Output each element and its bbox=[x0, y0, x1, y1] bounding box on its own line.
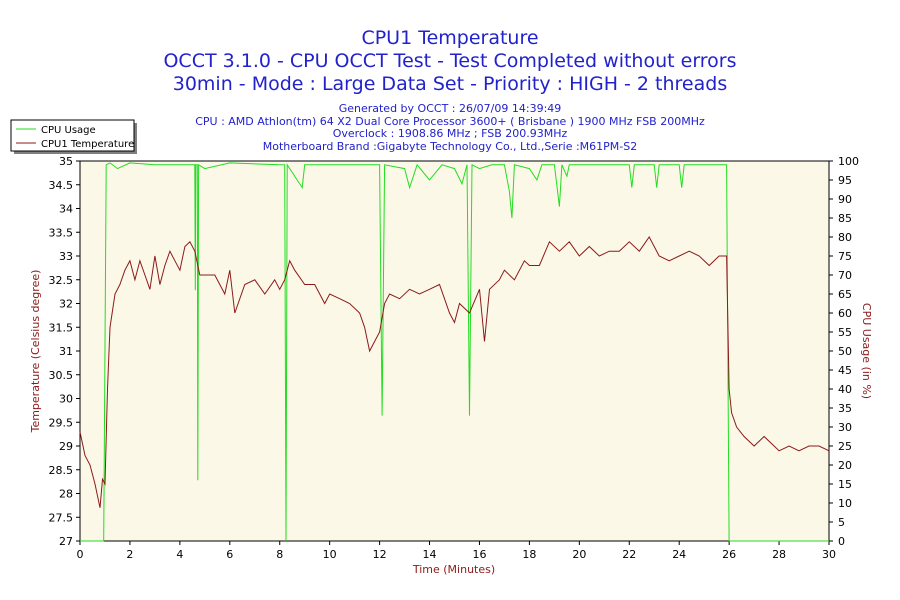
overclock-info: Overclock : 1908.86 MHz ; FSB 200.93MHz bbox=[332, 127, 568, 141]
generated-info: Generated by OCCT : 26/07/09 14:39:49 bbox=[338, 102, 562, 115]
plot-area bbox=[79, 160, 830, 542]
x-tick-label: 20 bbox=[572, 548, 586, 561]
legend-label-cpu-temperature: CPU1 Temperature bbox=[41, 139, 134, 150]
x-tick-label: 4 bbox=[176, 548, 183, 561]
x-tick-label: 10 bbox=[323, 548, 337, 561]
chart-titles: CPU1 Temperature OCCT 3.1.0 - CPU OCCT T… bbox=[0, 0, 900, 153]
x-tick-label: 14 bbox=[423, 548, 437, 561]
y-tick-label: 28 bbox=[59, 488, 73, 501]
series-line-cpu-temperature bbox=[79, 236, 830, 508]
y2-tick-label: 60 bbox=[838, 307, 852, 320]
y2-tick-label: 5 bbox=[838, 516, 845, 529]
x-tick-label: 0 bbox=[77, 548, 84, 561]
y-tick-label: 35 bbox=[59, 155, 73, 168]
y2-tick-label: 85 bbox=[838, 212, 852, 225]
y2-tick-label: 25 bbox=[838, 440, 852, 453]
y2-tick-label: 20 bbox=[838, 459, 852, 472]
x-tick-label: 6 bbox=[226, 548, 233, 561]
y-tick-label: 28.5 bbox=[49, 464, 74, 477]
x-tick-label: 2 bbox=[126, 548, 133, 561]
y2-tick-label: 15 bbox=[838, 478, 852, 491]
legend-label-cpu-usage: CPU Usage bbox=[41, 125, 96, 136]
x-tick-label: 22 bbox=[622, 548, 636, 561]
x-tick-label: 12 bbox=[373, 548, 387, 561]
y-tick-label: 34.5 bbox=[49, 179, 74, 192]
y-tick-label: 32 bbox=[59, 298, 73, 311]
legend-box bbox=[10, 119, 135, 152]
y2-tick-label: 30 bbox=[838, 421, 852, 434]
y2-tick-label: 50 bbox=[838, 345, 852, 358]
y-tick-label: 29.5 bbox=[49, 416, 74, 429]
y-tick-label: 33 bbox=[59, 250, 73, 263]
y-tick-label: 31 bbox=[59, 345, 73, 358]
y-tick-label: 31.5 bbox=[49, 321, 74, 334]
y-tick-label: 33.5 bbox=[49, 226, 74, 239]
x-tick-label: 30 bbox=[822, 548, 836, 561]
y-tick-label: 27 bbox=[59, 535, 73, 548]
y2-tick-label: 80 bbox=[838, 231, 852, 244]
x-tick-label: 24 bbox=[672, 548, 686, 561]
x-tick-label: 26 bbox=[722, 548, 736, 561]
y2-tick-label: 70 bbox=[838, 269, 852, 282]
chart-subtitle-test: OCCT 3.1.0 - CPU OCCT Test - Test Comple… bbox=[163, 50, 737, 72]
y2-tick-label: 45 bbox=[838, 364, 852, 377]
x-tick-label: 8 bbox=[276, 548, 283, 561]
y2-tick-label: 10 bbox=[838, 497, 852, 510]
y-tick-label: 27.5 bbox=[49, 511, 74, 524]
x-axis-label: Time (Minutes) bbox=[412, 563, 495, 576]
x-tick-label: 18 bbox=[522, 548, 536, 561]
cpu-info: CPU : AMD Athlon(tm) 64 X2 Dual Core Pro… bbox=[195, 114, 705, 128]
y2-tick-label: 75 bbox=[838, 250, 852, 263]
y2-tick-label: 40 bbox=[838, 383, 852, 396]
y-tick-label: 34 bbox=[59, 203, 73, 216]
y2-tick-label: 0 bbox=[838, 535, 845, 548]
chart-title: CPU1 Temperature bbox=[361, 27, 539, 49]
y2-tick-label: 90 bbox=[838, 193, 852, 206]
y2-tick-label: 65 bbox=[838, 288, 852, 301]
series-line-cpu-usage bbox=[80, 162, 829, 542]
y2-tick-label: 35 bbox=[838, 402, 852, 415]
chart-subtitle-mode: 30min - Mode : Large Data Set - Priority… bbox=[172, 73, 728, 95]
y2-axis-label: CPU Usage (in %) bbox=[860, 303, 873, 399]
motherboard-info: Motherboard Brand :Gigabyte Technology C… bbox=[262, 139, 638, 153]
axis-ticks: 0 2 4 6 8 10 12 14 16 18 20 22 24 26 28 302727.52828.52… bbox=[49, 155, 860, 561]
x-tick-label: 28 bbox=[772, 548, 786, 561]
y2-tick-label: 95 bbox=[838, 174, 852, 187]
y-tick-label: 32.5 bbox=[49, 274, 74, 287]
series-lines bbox=[79, 162, 830, 542]
y-tick-label: 29 bbox=[59, 440, 73, 453]
y-tick-label: 30.5 bbox=[49, 369, 74, 382]
y-axis-label: Temperature (Celsius degree) bbox=[29, 270, 42, 434]
y2-tick-label: 100 bbox=[838, 155, 859, 168]
x-tick-label: 16 bbox=[472, 548, 486, 561]
legend: CPU Usage CPU1 Temperature bbox=[10, 119, 137, 154]
y2-tick-label: 55 bbox=[838, 326, 852, 339]
y-tick-label: 30 bbox=[59, 393, 73, 406]
